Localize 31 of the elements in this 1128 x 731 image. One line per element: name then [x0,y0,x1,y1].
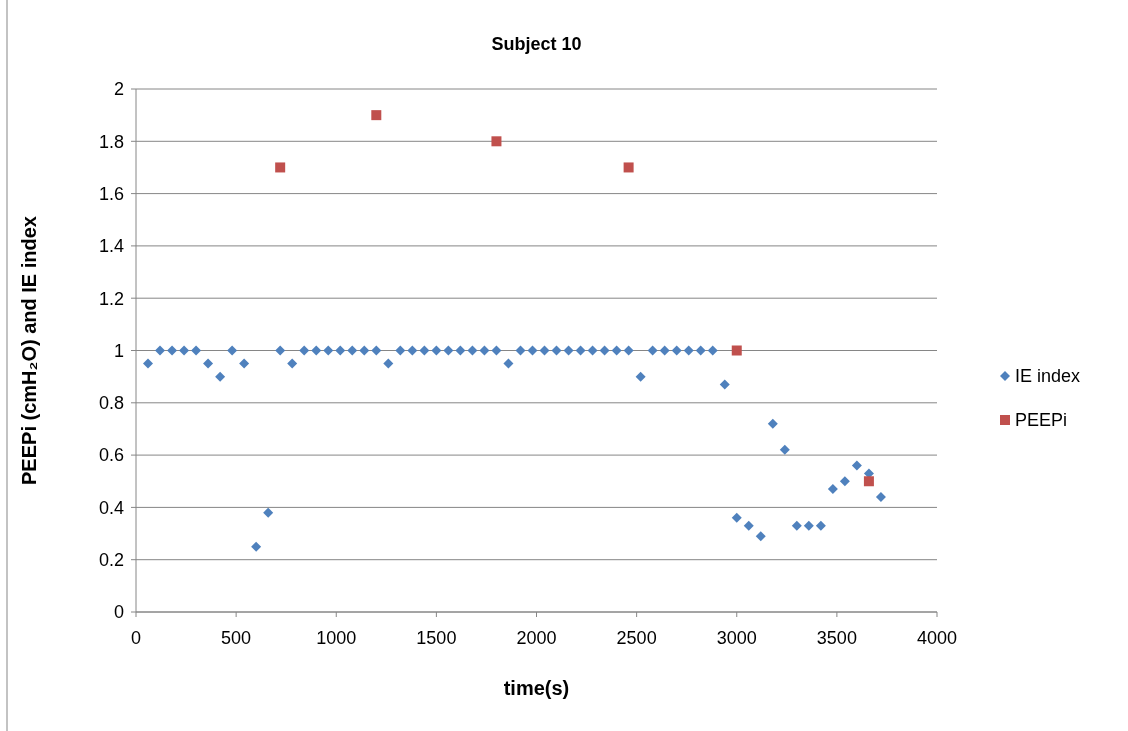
y-tick-label: 0.6 [98,445,124,466]
y-tick-label: 0.8 [98,393,124,414]
x-tick-label: 3000 [716,628,757,648]
x-tick-label: 4000 [916,628,958,648]
x-tick-label: 2000 [516,628,557,648]
point [623,162,634,173]
y-tick-label: 2 [113,79,124,100]
point [731,345,742,356]
legend-label: PEEPi [1015,410,1068,431]
point [863,476,874,487]
y-tick-label: 1 [113,340,124,361]
x-tick-label: 500 [221,628,252,648]
point [371,110,382,121]
x-tick-label: 1500 [416,628,457,648]
x-tick-label: 3500 [816,628,857,648]
y-tick-label: 1.4 [98,236,124,257]
chart-title: Subject 10 [491,34,582,54]
x-tick-label: 1000 [316,628,357,648]
point [491,136,502,147]
y-tick-label: 0.2 [98,550,124,570]
y-axis-title: PEEPi (cmH₂O) and IE index [18,216,40,485]
y-tick-label: 1.2 [98,288,124,309]
x-axis-title: time(s) [503,677,570,699]
point [275,162,286,173]
y-tick-label: 1.8 [98,131,124,152]
y-tick-label: 0.4 [98,497,124,518]
x-tick-label: 0 [130,628,142,648]
x-tick-label: 2500 [616,628,657,648]
y-tick-label: 1.6 [98,183,124,204]
legend-label: IE index [1015,366,1081,387]
y-tick-label: 0 [113,602,124,623]
